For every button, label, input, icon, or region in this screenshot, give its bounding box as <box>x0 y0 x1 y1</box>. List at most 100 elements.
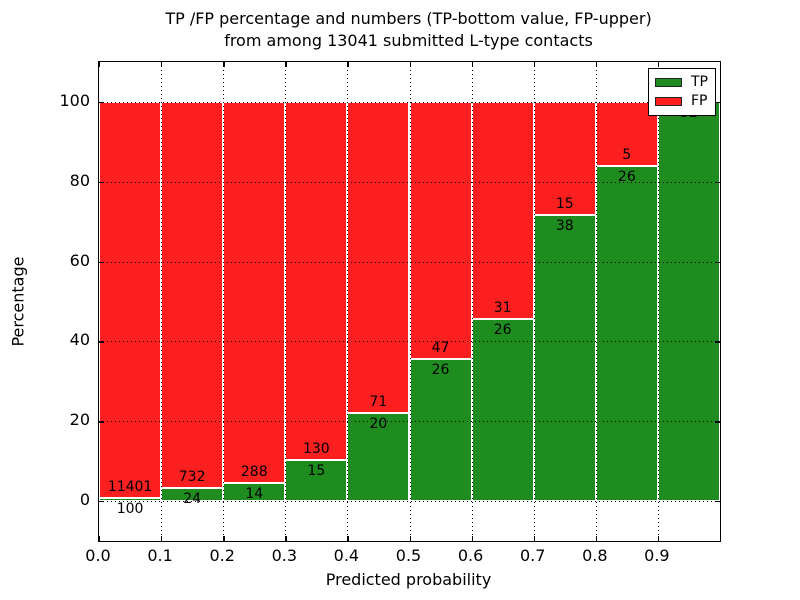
bars-layer <box>99 62 720 541</box>
grid-layer <box>99 62 720 541</box>
vertical-gridline <box>657 62 659 541</box>
legend-swatch-fp <box>655 97 682 106</box>
vertical-gridline <box>161 62 163 541</box>
tick-mark <box>285 536 287 541</box>
tick-mark <box>99 421 104 423</box>
tick-mark <box>99 101 104 104</box>
bar-segment-fp <box>285 101 348 460</box>
horizontal-gridline <box>99 341 720 343</box>
tp-count-label: 100 <box>116 500 144 517</box>
bar-segment-tp <box>471 319 534 502</box>
y-tick-label: 40 <box>69 330 90 350</box>
tp-count-label: 26 <box>493 322 512 339</box>
legend: TP FP <box>648 68 716 116</box>
fp-count-label: 15 <box>555 195 574 212</box>
fp-count-label: 732 <box>178 469 206 486</box>
tick-mark <box>99 341 104 343</box>
tick-mark <box>99 62 101 67</box>
fp-count-label: 5 <box>622 147 632 164</box>
vertical-gridline <box>409 62 411 541</box>
y-axis-label: Percentage <box>8 256 28 347</box>
y-tick-label: 20 <box>69 410 90 430</box>
tick-mark <box>223 62 225 67</box>
x-tick-label: 0.3 <box>271 546 298 565</box>
y-tick-label: 80 <box>69 170 90 190</box>
tick-mark <box>223 536 225 541</box>
bar-segment-fp <box>223 101 286 483</box>
legend-label: FP <box>691 93 708 109</box>
chart-title-line1: TP /FP percentage and numbers (TP-bottom… <box>165 9 652 28</box>
vertical-gridline <box>347 62 349 541</box>
tick-mark <box>347 62 349 67</box>
tick-mark <box>285 62 287 67</box>
tick-mark <box>715 341 720 343</box>
tp-count-label: 15 <box>307 462 326 479</box>
vertical-gridline <box>285 62 287 541</box>
chart-title-line2: from among 13041 submitted L-type contac… <box>224 31 593 50</box>
tp-count-label: 26 <box>617 169 636 186</box>
y-tick-label: 100 <box>59 90 90 110</box>
tick-mark <box>99 181 104 184</box>
fp-count-label: 47 <box>431 339 450 356</box>
x-axis-label: Predicted probability <box>325 570 492 589</box>
tick-mark <box>161 62 163 67</box>
tick-mark <box>347 536 349 541</box>
vertical-gridline <box>471 62 473 541</box>
tick-mark <box>471 62 473 67</box>
plot-area: 11401 100 732 24 288 14 130 15 71 20 47 26 31 26 15 38 5… <box>98 61 721 542</box>
bar-labels-layer: 11401 100 732 24 288 14 130 15 71 20 47 26 31 26 15 38 5… <box>99 62 720 541</box>
fp-count-label: 31 <box>493 300 512 317</box>
bar-segment-tp <box>99 497 162 502</box>
bar-segment-tp <box>409 358 472 502</box>
tick-mark <box>715 501 720 503</box>
tick-mark <box>533 536 536 541</box>
fp-count-label: 71 <box>369 394 388 411</box>
tick-mark <box>99 501 104 503</box>
horizontal-gridline <box>99 421 720 423</box>
tick-mark <box>533 62 536 67</box>
legend-label: TP <box>691 74 708 90</box>
horizontal-gridline <box>99 261 720 263</box>
tick-mark <box>657 62 660 67</box>
y-tick-label: 0 <box>79 490 90 510</box>
horizontal-gridline <box>99 501 720 503</box>
bar-segment-fp <box>99 101 162 498</box>
tick-mark <box>471 536 473 541</box>
bar-segment-fp <box>471 101 534 319</box>
tick-mark <box>715 181 720 184</box>
tick-mark <box>595 536 598 541</box>
tick-mark <box>715 261 720 263</box>
legend-swatch-tp <box>655 78 682 87</box>
tp-count-label: 26 <box>431 361 450 378</box>
y-tick-label: 60 <box>69 250 90 270</box>
fp-count-label: 288 <box>240 463 268 480</box>
chart-title: TP /FP percentage and numbers (TP-bottom… <box>98 8 719 52</box>
tp-count-label: 38 <box>555 217 574 234</box>
x-tick-label: 0.9 <box>644 546 670 565</box>
x-tick-label: 0.6 <box>457 546 484 565</box>
legend-entry-fp: FP <box>655 92 708 111</box>
tp-count-label: 20 <box>369 416 388 433</box>
x-tick-label: 0.4 <box>333 546 360 565</box>
x-tick-label: 0.2 <box>209 546 235 565</box>
tick-mark <box>657 536 660 541</box>
tick-mark <box>715 101 720 104</box>
horizontal-gridline <box>99 181 720 183</box>
x-tick-label: 0.1 <box>147 546 173 565</box>
tp-count-label: 14 <box>245 485 264 502</box>
fp-count-label: 11401 <box>107 478 153 495</box>
tick-mark <box>409 62 411 67</box>
x-tick-label: 0.0 <box>85 546 111 565</box>
ticks-layer <box>99 62 720 541</box>
x-tick-label: 0.5 <box>395 546 422 565</box>
tick-mark <box>409 536 411 541</box>
vertical-gridline <box>595 62 597 541</box>
horizontal-gridline <box>99 101 720 103</box>
bar-segment-fp <box>161 101 224 489</box>
fp-count-label: 130 <box>302 440 330 457</box>
x-tick-label: 0.7 <box>519 546 546 565</box>
x-tick-label: 0.8 <box>582 546 608 565</box>
bar-segment-fp <box>533 101 596 215</box>
vertical-gridline <box>223 62 225 541</box>
